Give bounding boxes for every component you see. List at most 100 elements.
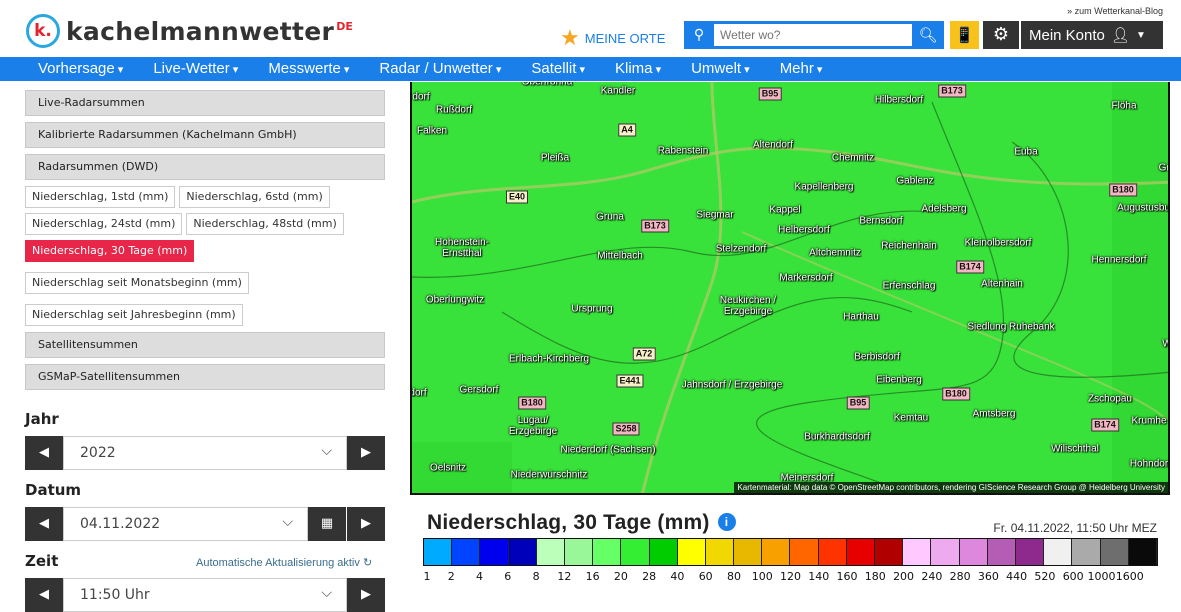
map-town-label: Kappel: [769, 204, 801, 216]
map-town-label: Siegmar: [696, 209, 734, 221]
search-icon[interactable]: 🔍︎: [918, 26, 938, 44]
chip-monatsbeginn[interactable]: Niederschlag seit Monatsbeginn (mm): [25, 272, 249, 294]
datum-select[interactable]: 04.11.2022: [63, 506, 308, 541]
map-town-label: Hilbersdorf: [874, 94, 924, 106]
legend-swatch: [1044, 539, 1073, 565]
map-town-label: Berbisdorf: [854, 351, 900, 363]
map-town-label: Niederwürschnitz: [510, 469, 588, 481]
legend-tick-label: 520: [1034, 570, 1056, 583]
search-input[interactable]: [714, 24, 912, 46]
map-town-label: Stelzendorf: [715, 243, 767, 255]
group-satellitensummen[interactable]: Satellitensummen: [25, 332, 385, 358]
road-badge: B95: [758, 87, 782, 101]
map-town-label: W: [1162, 339, 1168, 350]
group-gsmap[interactable]: GSMaP-Satellitensummen: [25, 364, 385, 390]
map-town-label: Hohenstein- Ernstthal: [435, 237, 489, 259]
road-badge: S258: [612, 422, 640, 436]
legend-swatch: [1072, 539, 1101, 565]
legend-tick-label: 12: [557, 570, 572, 583]
legend-tick-label: 1600: [1115, 570, 1144, 583]
road-badge: B174: [956, 260, 984, 274]
legend-swatch: [987, 539, 1016, 565]
group-radarsummen-dwd[interactable]: Radarsummen (DWD): [25, 154, 385, 180]
legend-swatch: [508, 539, 537, 565]
road-badge: B180: [942, 387, 970, 401]
refresh-icon: ↻: [362, 557, 373, 569]
legend-swatch: [705, 539, 735, 565]
prev-date-button[interactable]: ◀: [25, 507, 63, 541]
nav-radar-unwetter[interactable]: Radar / Unwetter: [379, 57, 501, 81]
map-town-label: dorf: [410, 387, 427, 399]
calendar-icon[interactable]: ▦: [308, 507, 346, 541]
nav-messwerte[interactable]: Messwerte: [268, 57, 349, 81]
nav-live-wetter[interactable]: Live-Wetter: [153, 57, 238, 81]
search-bar: ⚲ 🔍︎: [684, 21, 944, 49]
next-time-button[interactable]: ▶: [347, 578, 385, 612]
road-badge: B180: [518, 396, 546, 410]
map-town-label: Meinersdorf: [780, 472, 834, 484]
map-town-label: Bernsdorf: [859, 215, 903, 227]
chip-24std[interactable]: Niederschlag, 24std (mm): [25, 213, 183, 235]
legend-tick-label: 240: [921, 570, 943, 583]
map-attribution: Kartenmaterial: Map data © OpenStreetMap…: [734, 482, 1168, 493]
nav-satellit[interactable]: Satellit: [531, 57, 585, 81]
road-badge: B173: [641, 219, 669, 233]
account-button[interactable]: Mein Konto 👤︎ ▼: [1021, 21, 1163, 49]
map-town-label: Burkhardtsdorf: [804, 431, 870, 443]
legend-timestamp: Fr. 04.11.2022, 11:50 Uhr MEZ: [993, 521, 1157, 535]
product-chips: Niederschlag, 1std (mm) Niederschlag, 6s…: [25, 186, 385, 326]
next-year-button[interactable]: ▶: [347, 436, 385, 470]
chip-48std[interactable]: Niederschlag, 48std (mm): [186, 213, 344, 235]
nav-umwelt[interactable]: Umwelt: [691, 57, 750, 81]
legend-tick-label: 6: [504, 570, 512, 583]
legend-tick-label: 40: [670, 570, 685, 583]
chip-6std[interactable]: Niederschlag, 6std (mm): [179, 186, 330, 208]
road-badge: B173: [938, 84, 966, 98]
next-date-button[interactable]: ▶: [347, 507, 385, 541]
legend-swatch: [931, 539, 960, 565]
location-pin-icon[interactable]: ⚲: [693, 27, 705, 43]
map-town-label: Krumhe: [1131, 415, 1167, 427]
group-kalibrierte-radarsummen[interactable]: Kalibrierte Radarsummen (Kachelmann GmbH…: [25, 122, 385, 148]
prev-year-button[interactable]: ◀: [25, 436, 63, 470]
legend-swatch: [1015, 539, 1045, 565]
zeit-select[interactable]: 11:50 Uhr: [63, 577, 347, 612]
map-town-label: Erfenschlag: [882, 280, 936, 292]
radar-map[interactable]: Oberfrohna Kändler Hilbersdorf Flöha dorf Ruß…: [410, 82, 1170, 495]
datum-control: ◀ 04.11.2022 ▦ ▶: [25, 506, 385, 541]
map-town-label: Eibenberg: [876, 374, 922, 386]
chip-1std[interactable]: Niederschlag, 1std (mm): [25, 186, 176, 208]
road-badge: E40: [505, 190, 529, 204]
legend-swatch: [846, 539, 875, 565]
map-town-label: Rußdorf: [435, 104, 473, 116]
jahr-select[interactable]: 2022: [63, 435, 347, 470]
gear-icon[interactable]: ⚙: [983, 21, 1019, 49]
logo[interactable]: k. kachelmannwetter DE: [26, 14, 353, 48]
map-town-label: Falken: [416, 125, 448, 137]
nav-vorhersage[interactable]: Vorhersage: [38, 57, 123, 81]
map-town-label: Amtsberg: [972, 408, 1016, 420]
nav-mehr[interactable]: Mehr: [780, 57, 823, 81]
chip-30-tage[interactable]: Niederschlag, 30 Tage (mm): [25, 240, 195, 262]
legend-tick-label: 60: [698, 570, 713, 583]
map-town-label: Harthau: [843, 311, 879, 323]
legend-swatch: [677, 539, 706, 565]
map-town-label: Helbersdorf: [778, 224, 830, 236]
legend-tick-label: 2: [447, 570, 455, 583]
map-town-label: Chemnitz: [831, 152, 875, 164]
meine-orte-link[interactable]: ★ MEINE ORTE: [560, 25, 666, 50]
nav-klima[interactable]: Klima: [615, 57, 661, 81]
group-live-radarsummen[interactable]: Live-Radarsummen: [25, 90, 385, 116]
app-icon[interactable]: 📱: [950, 21, 979, 49]
auto-update-link[interactable]: Automatische Aktualisierung aktiv ↻: [196, 557, 373, 569]
legend-tick-label: 4: [476, 570, 484, 583]
map-town-label: Zschopau: [1088, 393, 1132, 405]
chip-jahresbeginn[interactable]: Niederschlag seit Jahresbeginn (mm): [25, 304, 243, 326]
info-icon[interactable]: i: [717, 513, 736, 531]
legend-swatch: [424, 539, 453, 565]
map-town-label: Adelsberg: [921, 203, 967, 215]
logo-text: kachelmannwetter: [66, 16, 335, 46]
map-town-label: Reichenhain: [881, 240, 937, 252]
blog-link[interactable]: » zum Wetterkanal-Blog: [1067, 6, 1163, 16]
prev-time-button[interactable]: ◀: [25, 578, 63, 612]
